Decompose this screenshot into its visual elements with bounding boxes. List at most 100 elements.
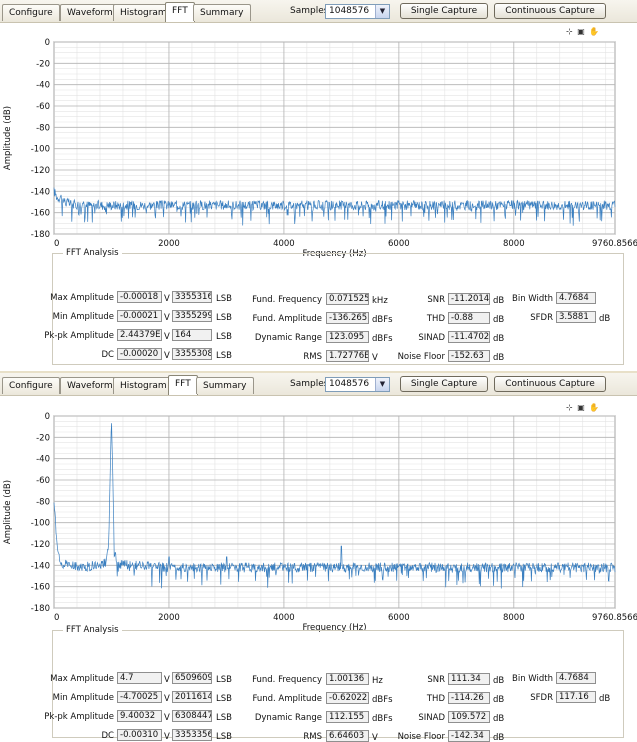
single-capture-button[interactable]: Single Capture [400, 376, 488, 392]
snr-field: 111.34 [448, 673, 490, 685]
fft-plot-bottom: 0 -20 -40 -60 -80 -100 -120 -140 -160 -180 0 2000 40… [3, 412, 637, 633]
y-tick-label: -20 [36, 59, 50, 69]
snr-unit: dB [493, 296, 505, 306]
dc-lsb-field: 3355308 [172, 348, 212, 360]
x-tick-label: 8000 [503, 239, 525, 249]
graph-palette-icon[interactable]: ⊹ ▣ ✋ [566, 403, 601, 412]
tab-configure[interactable]: Configure [2, 377, 60, 394]
x-tick-label: 9760.8566 [592, 239, 637, 249]
sfdr-unit: dB [599, 694, 611, 704]
min-amplitude-lsb-field: 3355299 [172, 310, 212, 322]
samples-value: 1048576 [329, 379, 370, 389]
chevron-down-icon[interactable]: ▼ [375, 5, 389, 18]
tab-fft[interactable]: FFT [165, 2, 195, 22]
chevron-down-icon[interactable]: ▼ [375, 378, 389, 391]
dc-lsb-unit: LSB [216, 351, 232, 361]
thd-field: -0.88 [448, 312, 490, 324]
y-tick-label: 0 [45, 412, 50, 422]
bin-width-field: 4.7684 [556, 292, 596, 304]
y-tick-label: -80 [36, 123, 50, 133]
pkpk-amplitude-label: Pk-pk Amplitude [44, 331, 114, 341]
dc-lsb-unit: LSB [216, 732, 232, 742]
samples-select[interactable]: 1048576 ▼ [325, 4, 390, 19]
fund-frequency-field: 1.00136 [326, 673, 369, 685]
max-amplitude-v-unit: V [164, 294, 170, 304]
min-amplitude-lsb-field: 2011614 [172, 691, 212, 703]
snr-unit: dB [493, 676, 505, 686]
dynamic-range-label: Dynamic Range [254, 713, 322, 723]
fft-panel-bottom: Configure Waveform Histogram FFT Summary… [0, 371, 637, 742]
y-tick-label: -100 [31, 145, 50, 155]
fund-frequency-label: Fund. Frequency [252, 295, 322, 305]
dynamic-range-label: Dynamic Range [254, 333, 322, 343]
group-title: FFT Analysis [63, 248, 122, 258]
y-tick-label: -120 [31, 540, 50, 550]
graph-palette-icon[interactable]: ⊹ ▣ ✋ [566, 27, 601, 36]
x-tick-label: 2000 [158, 613, 180, 623]
sinad-label: SINAD [418, 333, 445, 343]
y-tick-label: -60 [36, 476, 50, 486]
tab-fft[interactable]: FFT [168, 375, 198, 395]
rms-label: RMS [303, 352, 322, 362]
x-tick-label: 8000 [503, 613, 525, 623]
x-tick-label: 6000 [388, 239, 410, 249]
tab-summary[interactable]: Summary [193, 4, 251, 21]
tab-summary[interactable]: Summary [196, 377, 254, 394]
sfdr-unit: dB [599, 314, 611, 324]
thd-unit: dB [493, 315, 505, 325]
dc-v-field: -0.00310 [117, 729, 162, 741]
sinad-field: 109.572 [448, 711, 490, 723]
fund-amplitude-field: -136.265 [326, 312, 369, 324]
thd-label: THD [426, 694, 445, 704]
group-title: FFT Analysis [63, 625, 122, 635]
thd-field: -114.26 [448, 692, 490, 704]
y-tick-label: -40 [36, 455, 50, 465]
max-amplitude-v-field: 4.7 [117, 672, 162, 684]
max-amplitude-v-field: -0.00018 [117, 291, 162, 303]
fund-frequency-label: Fund. Frequency [252, 675, 322, 685]
tab-waveform[interactable]: Waveform [60, 377, 120, 394]
tab-bar: Configure Waveform Histogram FFT Summary… [0, 373, 637, 396]
x-tick-label: 9760.8566 [592, 613, 637, 623]
min-amplitude-label: Min Amplitude [52, 312, 114, 322]
max-amplitude-lsb-field: 6509609 [172, 672, 212, 684]
snr-field: -11.2014 [448, 293, 490, 305]
tab-histogram[interactable]: Histogram [113, 377, 174, 394]
x-axis-label: Frequency (Hz) [302, 249, 366, 259]
fund-frequency-unit: Hz [372, 676, 383, 686]
y-tick-label: 0 [45, 38, 50, 48]
y-tick-label: -160 [31, 209, 50, 219]
continuous-capture-button[interactable]: Continuous Capture [494, 3, 606, 19]
snr-label: SNR [427, 675, 445, 685]
noise-floor-label: Noise Floor [397, 732, 445, 742]
tab-waveform[interactable]: Waveform [60, 4, 120, 21]
y-tick-label: -120 [31, 166, 50, 176]
sinad-field: -11.4702 [448, 331, 490, 343]
bin-width-label: Bin Width [512, 674, 553, 684]
fft-panel-top: Configure Waveform Histogram FFT Summary… [0, 0, 637, 368]
single-capture-button[interactable]: Single Capture [400, 3, 488, 19]
max-amplitude-lsb-unit: LSB [216, 294, 232, 304]
bin-width-field: 4.7684 [556, 672, 596, 684]
pkpk-v-unit: V [164, 332, 170, 342]
pkpk-lsb-unit: LSB [216, 332, 232, 342]
fund-amplitude-field: -0.62022 [326, 692, 369, 704]
y-tick-label: -180 [31, 230, 50, 240]
x-tick-label: 0 [54, 613, 59, 623]
sfdr-label: SFDR [530, 693, 553, 703]
max-amplitude-lsb-field: 3355316 [172, 291, 212, 303]
sfdr-field: 3.5881 [556, 311, 596, 323]
tab-configure[interactable]: Configure [2, 4, 60, 21]
grid [53, 41, 616, 235]
max-amplitude-lsb-unit: LSB [216, 675, 232, 685]
samples-select[interactable]: 1048576 ▼ [325, 377, 390, 392]
continuous-capture-button[interactable]: Continuous Capture [494, 376, 606, 392]
bin-width-label: Bin Width [512, 294, 553, 304]
tab-bar: Configure Waveform Histogram FFT Summary… [0, 0, 637, 23]
dynamic-range-field: 112.155 [326, 711, 369, 723]
dc-label: DC [101, 731, 114, 741]
fund-amplitude-unit: dBFs [372, 315, 393, 325]
y-tick-label: -100 [31, 519, 50, 529]
x-tick-label: 2000 [158, 239, 180, 249]
y-tick-label: -80 [36, 497, 50, 507]
